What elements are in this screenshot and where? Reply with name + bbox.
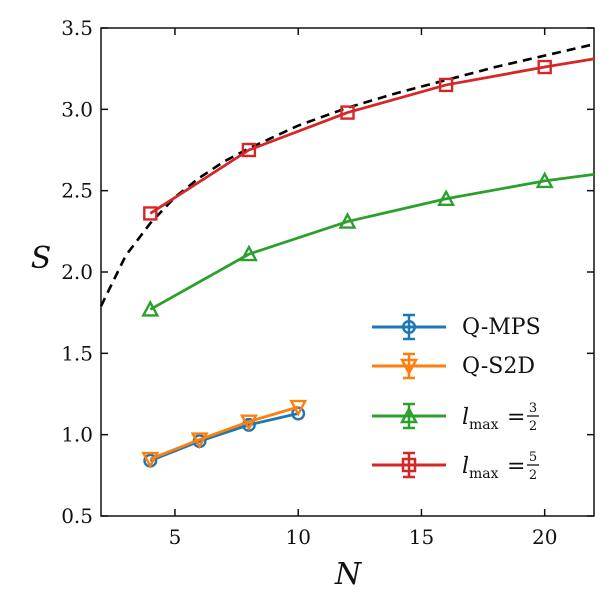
data-point-l-max-5-2-8	[241, 142, 257, 158]
series-q-s2d	[141, 399, 308, 469]
legend-item-q-s2d: Q-S2D	[372, 352, 535, 380]
y-tick-label-1-5: 1.5	[61, 341, 93, 365]
legend-label-lmax-3-2-main: l	[462, 405, 469, 430]
legend-item-lmax-5-2: l max = 5 2	[372, 450, 539, 483]
data-point-l-max-3-2-16	[437, 189, 456, 206]
legend-label-q-s2d: Q-S2D	[462, 354, 535, 379]
x-tick-label-20: 20	[532, 525, 557, 549]
series-layer	[141, 57, 595, 469]
legend-item-lmax-3-2: l max = 3 2	[372, 401, 539, 434]
data-point-l-max-5-2-4	[143, 206, 158, 221]
legend-marker-lmax-5-2	[401, 457, 417, 473]
series-l-max-3-2	[141, 171, 595, 317]
x-tick-label-15: 15	[409, 525, 434, 549]
series-q-mps	[143, 406, 306, 468]
plot-frame	[100, 27, 595, 517]
reference-dashed-curve	[99, 43, 595, 307]
legend-label-lmax-5-2-eq: =	[507, 454, 525, 479]
legend-label-lmax-5-2-main: l	[462, 454, 469, 479]
tick-label-layer: 5 10 15 20 0.5 1.0 1.5 2.0 2.5 3.0 3.5	[61, 16, 557, 549]
data-point-l-max-5-2-20	[537, 59, 552, 75]
legend-label-lmax-5-2-sub: max	[469, 466, 499, 482]
legend-label-lmax-3-2-sub: max	[469, 417, 499, 433]
data-point-l-max-3-2-4	[141, 299, 160, 317]
legend-marker-lmax-3-2	[399, 406, 419, 424]
y-tick-label-2-5: 2.5	[61, 179, 93, 203]
series-line-l-max-3-2	[149, 173, 595, 311]
legend: Q-MPS Q-S2D l max = 3 2	[372, 313, 541, 483]
data-point-l-max-3-2-8	[239, 244, 258, 262]
legend-label-lmax-3-2-eq: =	[507, 405, 525, 430]
data-point-l-max-3-2-12	[338, 212, 357, 229]
legend-label-q-mps: Q-MPS	[462, 315, 541, 340]
y-tick-label-2: 2.0	[61, 260, 93, 284]
legend-label-lmax-3-2-denominator: 2	[529, 419, 537, 434]
x-tick-label-5: 5	[169, 525, 182, 549]
data-point-q-s2d-8	[239, 414, 258, 432]
legend-marker-q-mps	[401, 319, 417, 335]
legend-item-q-mps: Q-MPS	[372, 313, 541, 341]
y-tick-label-3: 3.0	[61, 97, 93, 121]
data-point-l-max-5-2-12	[340, 105, 355, 120]
y-axis-title: S	[31, 241, 52, 276]
series-line-q-s2d	[149, 405, 299, 461]
legend-label-lmax-5-2-numerator: 5	[529, 450, 537, 465]
data-point-l-max-5-2-16	[438, 77, 454, 93]
legend-label-lmax-3-2-numerator: 3	[529, 401, 537, 416]
data-point-l-max-3-2-20	[535, 171, 554, 189]
x-tick-label-10: 10	[285, 525, 310, 549]
series-line-q-mps	[149, 412, 299, 462]
legend-label-lmax-5-2-denominator: 2	[529, 468, 537, 483]
data-point-q-s2d-4	[141, 451, 160, 469]
y-tick-label-0-5: 0.5	[61, 504, 93, 528]
x-axis-title: N	[334, 557, 363, 592]
series-l-max-5-2	[143, 57, 595, 221]
data-point-q-s2d-10	[289, 399, 308, 417]
y-tick-label-1: 1.0	[61, 423, 93, 447]
series-line-l-max-5-2	[149, 57, 595, 215]
legend-marker-q-s2d	[399, 358, 419, 376]
y-tick-label-3-5: 3.5	[61, 16, 93, 40]
tick-layer	[101, 27, 594, 517]
data-point-q-s2d-6	[190, 432, 209, 450]
reference-curve-layer	[99, 43, 595, 307]
